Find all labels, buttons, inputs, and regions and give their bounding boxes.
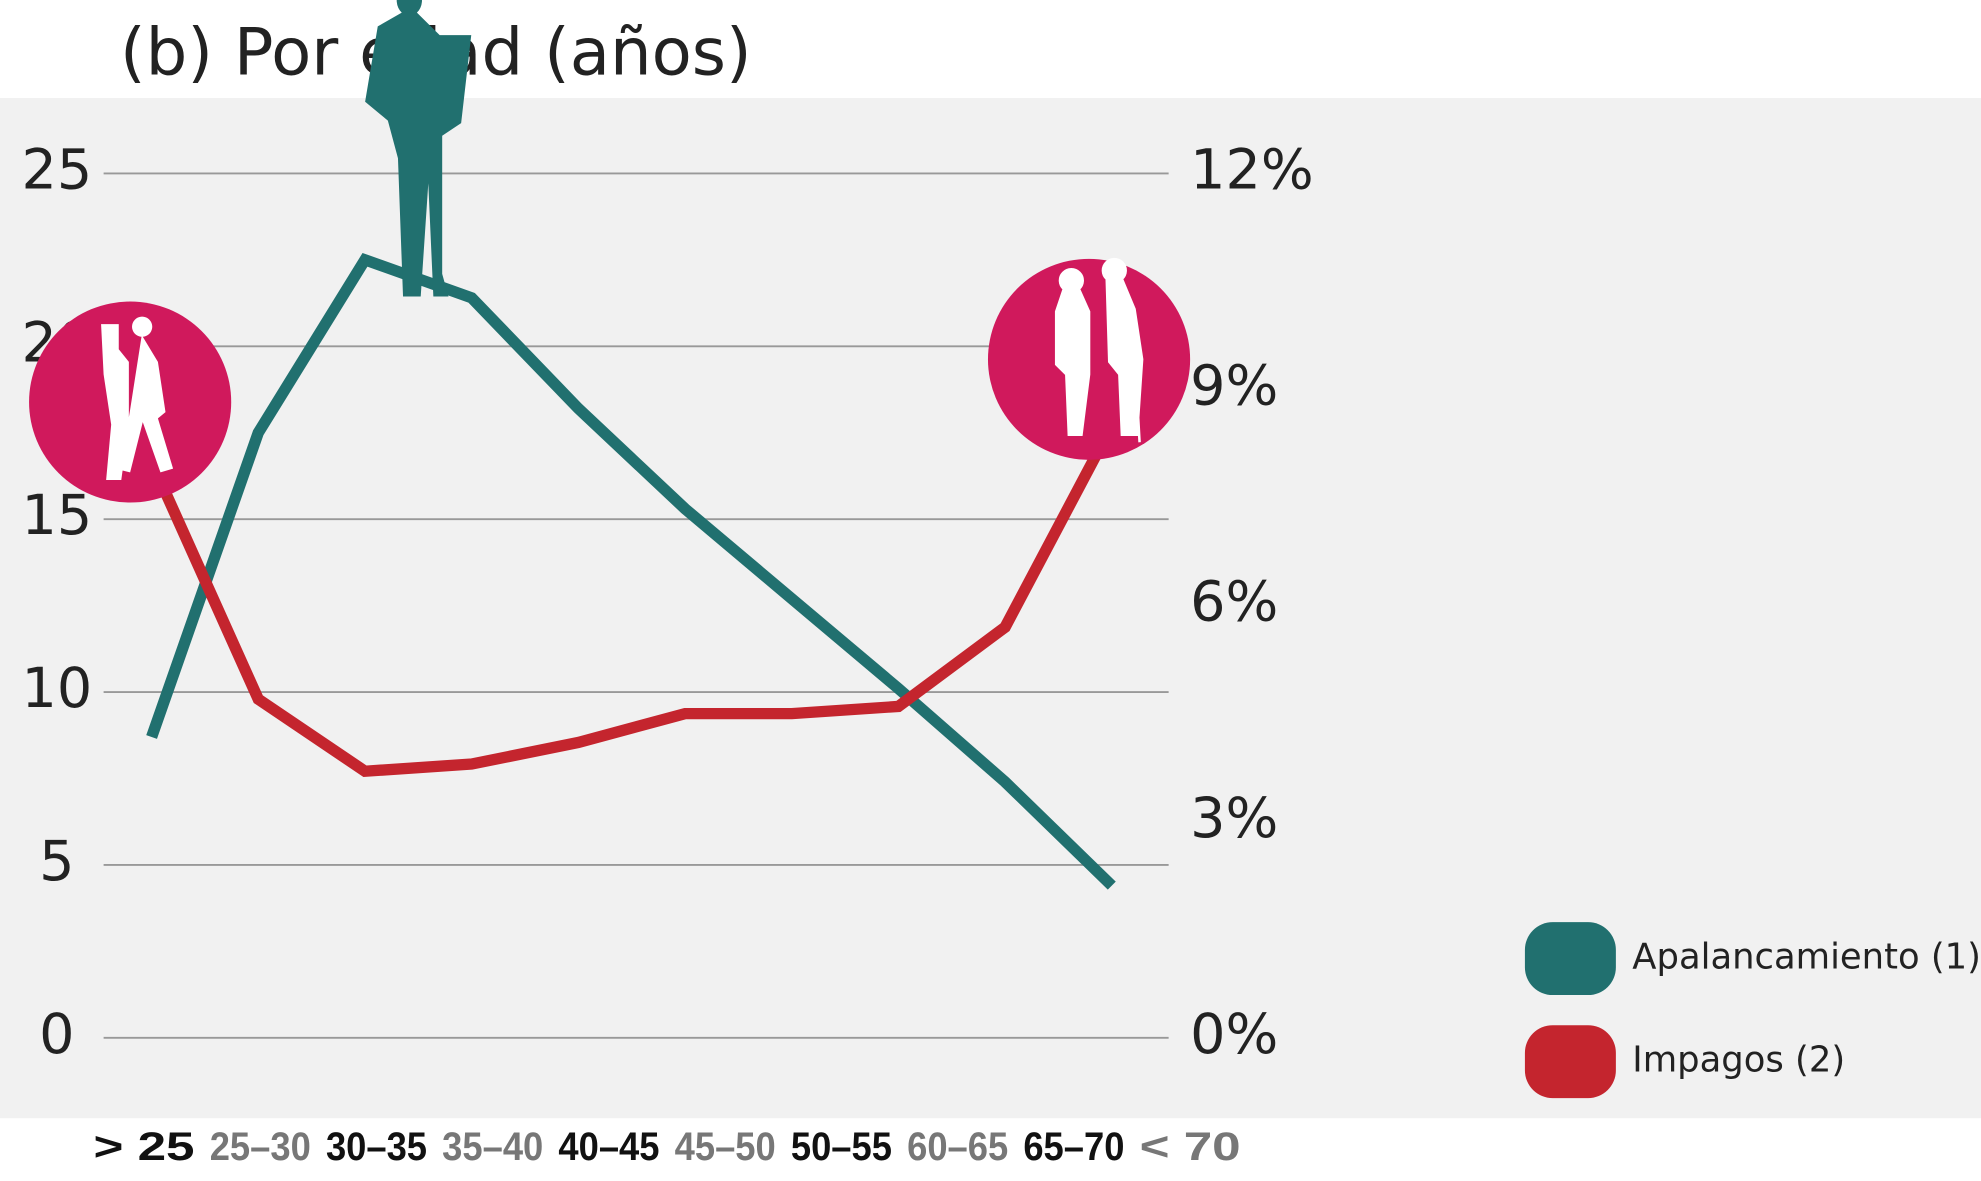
y-tick-label: 5: [39, 830, 74, 894]
y-tick-label: 10: [21, 657, 92, 721]
x-tick-label: 65–70: [1023, 1124, 1124, 1169]
legend-label: Impagos (2): [1632, 1040, 1845, 1081]
icon-elderly: [988, 259, 1190, 460]
x-tick-label: 25–30: [210, 1124, 311, 1169]
legend-label: Apalancamiento (1): [1632, 937, 1981, 978]
legend-swatch: [1525, 922, 1616, 995]
y-tick-label: 0: [39, 1003, 74, 1067]
chart: (b) Por edad (años) 05101520250%3%6%9%12…: [0, 0, 1981, 1181]
icon-young: [29, 302, 231, 503]
x-tick-label: 35–40: [442, 1124, 543, 1169]
y2-tick-label: 3%: [1190, 787, 1278, 851]
icon-circle: [29, 302, 231, 503]
x-tick-label: < 70: [1140, 1124, 1241, 1169]
y-tick-label: 15: [21, 484, 92, 548]
y2-tick-label: 12%: [1190, 139, 1314, 203]
legend-swatch: [1525, 1025, 1616, 1098]
y-tick-label: 25: [21, 139, 92, 203]
x-tick-label: > 25: [93, 1124, 194, 1169]
x-tick-label: 40–45: [558, 1124, 659, 1169]
x-tick-label: 50–55: [791, 1124, 892, 1169]
y2-tick-label: 9%: [1190, 355, 1278, 419]
x-tick-label: 30–35: [326, 1124, 427, 1169]
y2-tick-label: 6%: [1190, 571, 1278, 635]
y2-tick-label: 0%: [1190, 1003, 1278, 1067]
x-tick-label: 45–50: [675, 1124, 776, 1169]
x-tick-label: 60–65: [907, 1124, 1008, 1169]
page: (b) Por edad (años) 05101520250%3%6%9%12…: [0, 0, 1981, 1181]
